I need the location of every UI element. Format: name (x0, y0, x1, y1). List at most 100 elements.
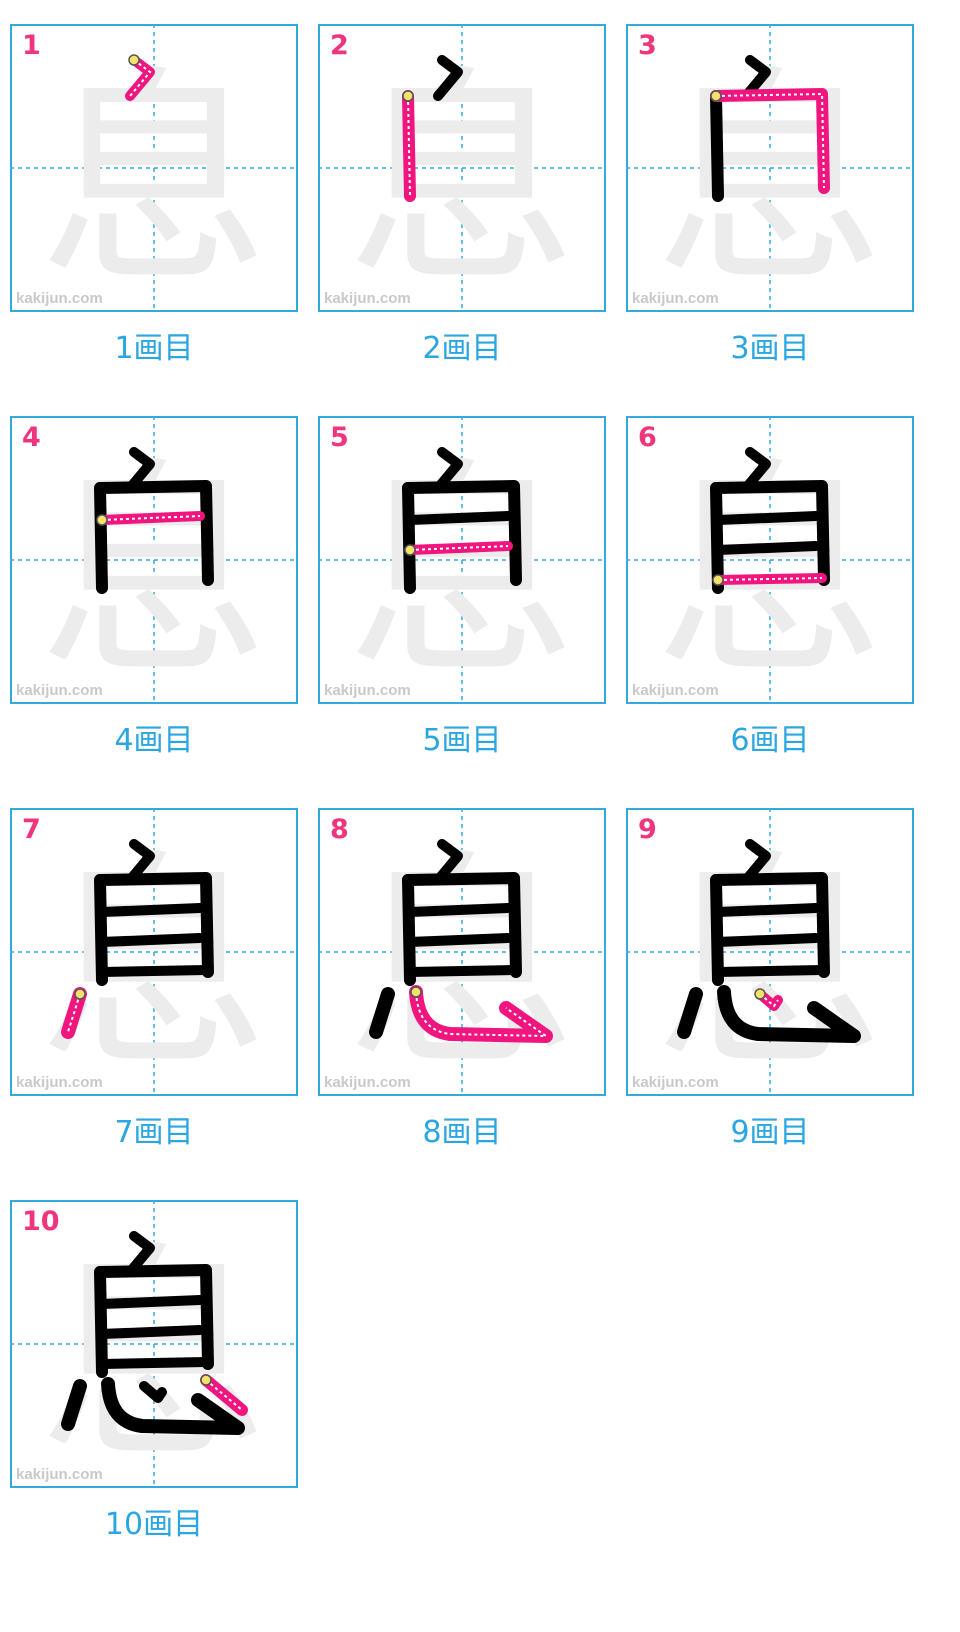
stroke-frame: 息 3 kakijun.com (626, 24, 914, 315)
stroke-step-5: 息 5 kakijun.com 5画目 (318, 416, 606, 758)
ghost-character: 息 (39, 48, 269, 315)
completed-stroke (713, 903, 821, 917)
completed-stroke (97, 903, 205, 917)
completed-stroke (402, 480, 522, 586)
watermark: kakijun.com (16, 682, 103, 699)
step-caption: 1画目 (114, 331, 194, 366)
step-caption: 5画目 (422, 723, 502, 758)
stroke-start-marker (74, 988, 86, 1000)
ghost-character: 息 (655, 48, 885, 315)
step-caption: 2画目 (422, 331, 502, 366)
completed-stroke (433, 447, 463, 493)
watermark: kakijun.com (632, 1074, 719, 1091)
stroke-step-8: 息 8 kakijun.com 8画目 (318, 808, 606, 1150)
completed-stroke (402, 482, 416, 594)
completed-stroke (97, 1325, 205, 1339)
stroke-direction-dashes (129, 59, 152, 97)
step-number: 7 (22, 814, 41, 845)
stroke-start-marker (410, 986, 422, 998)
ghost-character: 息 (655, 440, 885, 707)
stroke-start-marker (128, 54, 140, 66)
completed-stroke (741, 447, 771, 493)
step-number: 8 (330, 814, 349, 845)
stroke-frame: 息 10 kakijun.com (10, 1200, 298, 1491)
completed-stroke (97, 933, 205, 947)
completed-stroke (713, 511, 821, 525)
stroke-start-marker (402, 90, 414, 102)
completed-stroke (101, 1377, 245, 1435)
stroke-direction-dashes (67, 993, 81, 1033)
stroke-direction-dashes (759, 993, 779, 1008)
completed-stroke (741, 839, 771, 885)
watermark: kakijun.com (632, 290, 719, 307)
stroke-diagram: 息 (626, 416, 914, 707)
watermark: kakijun.com (16, 1074, 103, 1091)
stroke-start-marker (712, 574, 724, 586)
completed-stroke (139, 1381, 167, 1403)
ghost-character: 息 (39, 1224, 269, 1491)
stroke-step-10: 息 10 kakijun.com 10画目 (10, 1200, 298, 1542)
completed-stroke (710, 872, 830, 978)
watermark: kakijun.com (324, 1074, 411, 1091)
completed-stroke (713, 541, 821, 555)
stroke-direction-dashes (415, 991, 550, 1038)
stroke-step-3: 息 3 kakijun.com 3画目 (626, 24, 914, 366)
step-number: 4 (22, 422, 41, 453)
stroke-start-marker (404, 544, 416, 556)
step-number: 1 (22, 30, 41, 61)
stroke-direction-dashes (717, 577, 823, 581)
completed-stroke (405, 511, 513, 525)
watermark: kakijun.com (16, 290, 103, 307)
step-number: 10 (22, 1206, 60, 1237)
completed-stroke (405, 965, 519, 977)
stroke-direction-dashes (407, 95, 411, 197)
step-caption: 8画目 (422, 1115, 502, 1150)
completed-stroke (710, 480, 830, 586)
stroke-diagram: 息 (10, 24, 298, 315)
step-number: 2 (330, 30, 349, 61)
stroke-diagram: 息 (10, 1200, 298, 1491)
completed-stroke (713, 965, 827, 977)
completed-stroke (433, 839, 463, 885)
completed-stroke (677, 987, 703, 1039)
completed-stroke (94, 874, 108, 986)
completed-stroke (710, 90, 724, 202)
stroke-diagram: 息 (318, 808, 606, 1099)
stroke-frame: 息 6 kakijun.com (626, 416, 914, 707)
completed-stroke (710, 874, 724, 986)
completed-stroke (741, 55, 771, 101)
stroke-step-4: 息 4 kakijun.com 4画目 (10, 416, 298, 758)
completed-stroke (125, 447, 155, 493)
stroke-step-7: 息 7 kakijun.com 7画目 (10, 808, 298, 1150)
stroke-diagram: 息 (318, 24, 606, 315)
stroke-frame: 息 7 kakijun.com (10, 808, 298, 1099)
stroke-step-1: 息 1 kakijun.com 1画目 (10, 24, 298, 366)
completed-stroke (125, 1231, 155, 1277)
current-stroke (713, 573, 827, 585)
watermark: kakijun.com (324, 290, 411, 307)
stroke-diagram: 息 (626, 808, 914, 1099)
completed-stroke (97, 1295, 205, 1309)
ghost-character: 息 (347, 832, 577, 1099)
completed-stroke (97, 1357, 211, 1369)
completed-stroke (402, 872, 522, 978)
completed-stroke (125, 839, 155, 885)
stroke-frame: 息 2 kakijun.com (318, 24, 606, 315)
ghost-character: 息 (39, 440, 269, 707)
watermark: kakijun.com (324, 682, 411, 699)
step-number: 6 (638, 422, 657, 453)
step-caption: 7画目 (114, 1115, 194, 1150)
stroke-frame: 息 1 kakijun.com (10, 24, 298, 315)
step-caption: 10画目 (104, 1507, 204, 1542)
stroke-direction-dashes (101, 515, 201, 521)
step-number: 9 (638, 814, 657, 845)
stroke-frame: 息 5 kakijun.com (318, 416, 606, 707)
step-caption: 4画目 (114, 723, 194, 758)
completed-stroke (369, 987, 395, 1039)
completed-stroke (97, 965, 211, 977)
stroke-start-marker (96, 514, 108, 526)
stroke-step-2: 息 2 kakijun.com 2画目 (318, 24, 606, 366)
completed-stroke (405, 933, 513, 947)
completed-stroke (405, 903, 513, 917)
